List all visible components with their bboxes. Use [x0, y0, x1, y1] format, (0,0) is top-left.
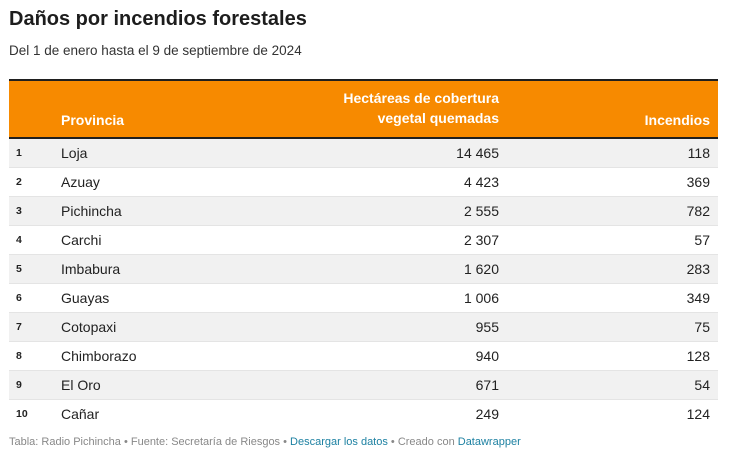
hectareas-cell: 14 465 — [456, 145, 499, 161]
table-row: 3 Pichincha 2 555 782 — [9, 197, 718, 226]
hectareas-cell: 1 006 — [463, 290, 499, 306]
datawrapper-link[interactable]: Datawrapper — [457, 436, 521, 448]
provincia-cell: Azuay — [61, 174, 100, 190]
rank-cell: 2 — [16, 176, 22, 188]
column-header-hectareas-line2: vegetal quemadas — [377, 110, 499, 126]
rank-cell: 9 — [16, 379, 22, 391]
provincia-cell: El Oro — [61, 377, 101, 393]
provincia-cell: Pichincha — [61, 203, 122, 219]
footer-credits: Tabla: Radio Pichincha • Fuente: Secreta… — [9, 436, 291, 448]
rank-cell: 5 — [16, 263, 22, 275]
table-row: 7 Cotopaxi 955 75 — [9, 313, 718, 342]
table-row: 8 Chimborazo 940 128 — [9, 342, 718, 371]
provincia-cell: Carchi — [61, 232, 102, 248]
rank-cell: 4 — [16, 234, 22, 246]
chart-subtitle: Del 1 de enero hasta el 9 de septiembre … — [9, 43, 302, 58]
rank-cell: 6 — [16, 292, 22, 304]
provincia-cell: Loja — [61, 145, 88, 161]
table-row: 2 Azuay 4 423 369 — [9, 168, 718, 197]
rank-cell: 3 — [16, 205, 22, 217]
rank-cell: 8 — [16, 350, 22, 362]
hectareas-cell: 4 423 — [463, 174, 499, 190]
table-header: Provincia Hectáreas de cobertura vegetal… — [9, 79, 718, 139]
incendios-cell: 57 — [694, 232, 710, 248]
data-table: Provincia Hectáreas de cobertura vegetal… — [9, 79, 718, 428]
rank-cell: 1 — [16, 147, 22, 159]
footer-notes: Tabla: Radio Pichincha • Fuente: Secreta… — [9, 436, 521, 448]
incendios-cell: 75 — [694, 319, 710, 335]
incendios-cell: 118 — [687, 145, 710, 161]
hectareas-cell: 955 — [475, 319, 499, 335]
hectareas-cell: 671 — [475, 377, 499, 393]
column-header-provincia[interactable]: Provincia — [61, 112, 125, 128]
incendios-cell: 283 — [686, 261, 710, 277]
table-row: 9 El Oro 671 54 — [9, 371, 718, 400]
chart-title: Daños por incendios forestales — [9, 8, 307, 30]
table-row: 10 Cañar 249 124 — [9, 400, 718, 428]
table-row: 5 Imbabura 1 620 283 — [9, 255, 718, 284]
table-row: 1 Loja 14 465 118 — [9, 139, 718, 168]
column-header-incendios[interactable]: Incendios — [644, 112, 710, 128]
incendios-cell: 349 — [686, 290, 710, 306]
provincia-cell: Imbabura — [61, 261, 121, 277]
provincia-cell: Cotopaxi — [61, 319, 117, 335]
hectareas-cell: 2 555 — [463, 203, 499, 219]
incendios-cell: 128 — [686, 348, 710, 364]
table-row: 6 Guayas 1 006 349 — [9, 284, 718, 313]
incendios-cell: 54 — [694, 377, 710, 393]
rank-cell: 10 — [16, 408, 28, 420]
download-data-link[interactable]: Descargar los datos — [290, 436, 388, 448]
column-header-hectareas-line1: Hectáreas de cobertura — [343, 90, 499, 106]
hectareas-cell: 249 — [475, 406, 499, 422]
hectareas-cell: 940 — [475, 348, 499, 364]
hectareas-cell: 2 307 — [463, 232, 499, 248]
footer-created-with: • Creado con — [387, 436, 458, 448]
table-body: 1 Loja 14 465 118 2 Azuay 4 423 369 3 Pichincha 2 … — [9, 139, 718, 428]
provincia-cell: Cañar — [61, 406, 100, 422]
table-row: 4 Carchi 2 307 57 — [9, 226, 718, 255]
column-header-hectareas[interactable]: Hectáreas de cobertura vegetal quemadas — [343, 88, 499, 128]
provincia-cell: Guayas — [61, 290, 110, 306]
incendios-cell: 124 — [686, 406, 710, 422]
rank-cell: 7 — [16, 321, 22, 333]
hectareas-cell: 1 620 — [463, 261, 499, 277]
provincia-cell: Chimborazo — [61, 348, 137, 364]
incendios-cell: 782 — [686, 203, 710, 219]
incendios-cell: 369 — [686, 174, 710, 190]
